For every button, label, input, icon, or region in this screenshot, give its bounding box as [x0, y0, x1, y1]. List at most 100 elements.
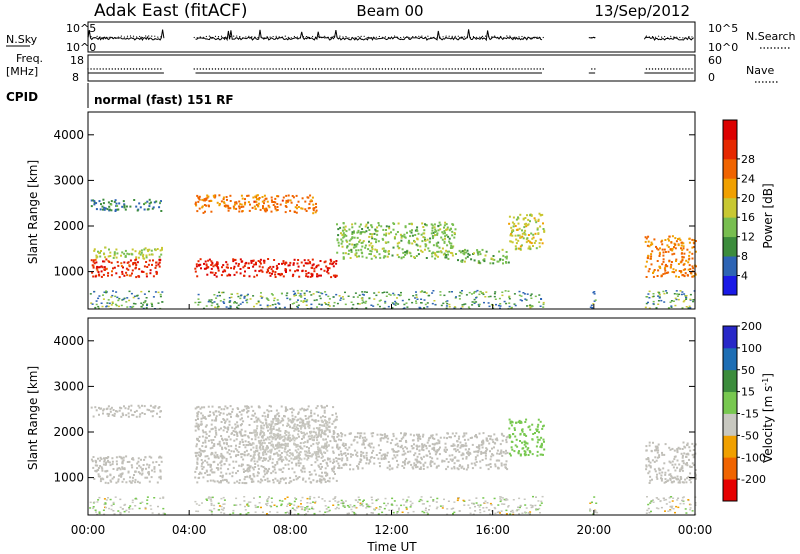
range-cell [525, 238, 528, 241]
range-cell [308, 438, 311, 441]
range-cell [332, 296, 335, 298]
range-cell [311, 507, 313, 510]
range-cell [439, 223, 442, 226]
range-cell [345, 234, 348, 237]
range-cell [271, 437, 274, 440]
nsearch-point [211, 36, 214, 39]
freq-unit: [MHz] [6, 65, 38, 78]
range-cell [362, 441, 365, 444]
range-cell [340, 466, 343, 469]
range-cell [671, 505, 674, 508]
range-cell [297, 448, 300, 451]
range-cell [111, 414, 114, 417]
range-cell [362, 455, 365, 458]
range-cell [321, 471, 323, 474]
range-cell [360, 453, 363, 456]
range-cell [226, 451, 229, 454]
range-cell [458, 298, 461, 300]
range-cell [403, 307, 406, 309]
nave-point [521, 68, 523, 70]
range-cell [111, 301, 114, 303]
nsearch-point [542, 36, 544, 39]
range-cell [235, 271, 238, 274]
range-cell [291, 303, 294, 305]
range-cell [361, 228, 364, 230]
range-cell [269, 426, 272, 429]
range-cell [315, 433, 318, 436]
range-cell [306, 275, 309, 278]
range-cell [296, 204, 298, 207]
range-cell [333, 460, 336, 463]
range-cell [655, 447, 658, 450]
range-cell [159, 295, 162, 298]
range-cell [222, 429, 225, 432]
range-cell [197, 293, 200, 296]
range-cell [656, 477, 659, 480]
range-cell [155, 272, 158, 275]
range-cell [95, 202, 98, 205]
range-cell [347, 452, 350, 455]
range-cell [692, 300, 695, 303]
nave-point [135, 68, 138, 70]
range-cell [668, 446, 671, 449]
range-cell [446, 300, 449, 302]
range-cell [537, 218, 540, 221]
range-cell [213, 471, 216, 474]
range-cell [336, 435, 339, 438]
range-cell [280, 420, 283, 423]
range-cell [348, 512, 350, 515]
range-cell [297, 433, 300, 436]
range-cell [439, 228, 442, 231]
range-cell [412, 510, 415, 513]
range-cell [332, 458, 335, 461]
range-cell [400, 444, 403, 447]
range-cell [645, 465, 648, 468]
range-cell [203, 416, 206, 419]
range-cell [102, 294, 104, 296]
range-cell [271, 458, 274, 461]
range-cell [127, 471, 130, 474]
range-cell [116, 468, 119, 471]
range-cell [443, 252, 446, 255]
range-cell [431, 434, 434, 437]
range-cell [319, 467, 322, 470]
range-cell [245, 449, 248, 452]
range-cell [209, 410, 212, 413]
range-cell [485, 291, 488, 293]
range-cell [290, 503, 293, 505]
range-cell [259, 262, 262, 265]
range-cell [393, 237, 396, 240]
range-cell [343, 505, 346, 507]
range-cell [215, 419, 217, 422]
range-cell [199, 455, 202, 458]
range-cell [529, 304, 532, 306]
range-cell [249, 454, 252, 457]
range-cell [376, 250, 379, 253]
range-cell [351, 231, 354, 234]
range-cell [254, 434, 257, 437]
range-cell [663, 292, 666, 295]
range-cell [532, 233, 535, 236]
range-cell [364, 440, 367, 442]
range-cell [470, 462, 473, 465]
range-cell [268, 206, 271, 209]
range-cell [349, 468, 351, 471]
range-cell [230, 432, 233, 435]
range-cell [303, 425, 306, 427]
range-cell [514, 304, 517, 307]
range-cell [138, 415, 141, 418]
range-cell [691, 275, 694, 278]
range-cell [319, 297, 322, 300]
range-cell [264, 459, 267, 462]
range-cell [300, 426, 303, 429]
range-cell [451, 432, 454, 435]
range-cell [335, 260, 338, 262]
range-cell [215, 417, 217, 420]
range-cell [93, 200, 96, 203]
range-cell [371, 451, 373, 454]
range-cell [242, 409, 245, 412]
nave-point [308, 68, 311, 70]
nave-point [348, 68, 350, 70]
range-cell [673, 246, 675, 249]
range-cell [418, 306, 421, 309]
